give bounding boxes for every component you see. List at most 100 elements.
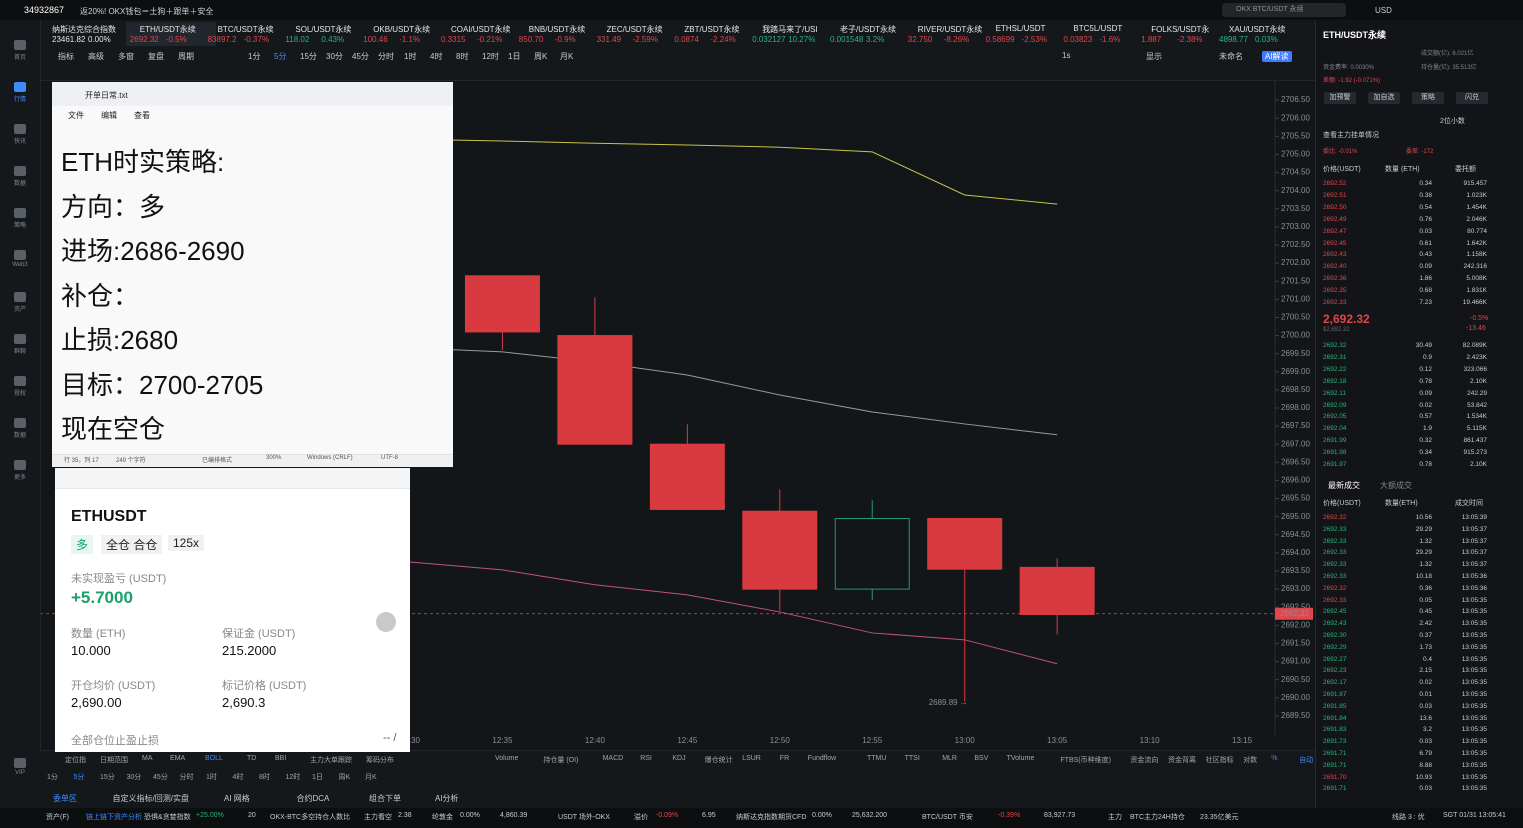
- account: 34932867: [24, 5, 65, 15]
- status-item: 25,632.200: [852, 812, 888, 819]
- sub-indicator: 社区指标: [1205, 757, 1234, 764]
- ticker-name: COAI/USDT永续: [451, 25, 511, 34]
- trade-cell: 0.03: [1419, 738, 1432, 746]
- bid-cell: 2692.09: [1323, 401, 1347, 409]
- notepad-menu: 查看: [134, 111, 150, 120]
- bottom-period: 1时: [206, 774, 217, 781]
- ticker-price: 0.03823: [1063, 35, 1093, 44]
- trade-cell: 13:05:35: [1461, 691, 1487, 698]
- notepad-line: 方向：多: [61, 191, 166, 222]
- status-item: 主力看空: [364, 814, 392, 821]
- ask-cell: 1.831K: [1466, 287, 1487, 295]
- ask-cell: 1.158K: [1466, 251, 1487, 259]
- notepad-line: 进场:2686-2690: [61, 236, 245, 266]
- ticker-name: 老子/USDT永续: [840, 25, 896, 34]
- trade-cell: 13:05:37: [1461, 525, 1487, 533]
- sub-indicator: TTSI: [904, 755, 920, 762]
- notepad-menu: 编辑: [101, 111, 117, 120]
- sidebar-icon: [14, 40, 26, 50]
- ticker-name: SOL/USDT永续: [295, 25, 352, 34]
- notepad-menu: 文件: [68, 111, 84, 120]
- ob-button: 加预警: [1324, 92, 1356, 104]
- trade-cell: 1.32: [1419, 561, 1432, 569]
- toolbar-item: 多窗: [118, 52, 134, 61]
- active-tab: [126, 22, 216, 46]
- notepad-status: 249 个字符: [116, 458, 146, 464]
- ask-cell: 0.03: [1419, 227, 1432, 235]
- ask-cell: 1.454K: [1466, 203, 1487, 211]
- ticker-change: -0.21%: [477, 35, 503, 44]
- y-tick-label: 2703.00: [1281, 222, 1310, 231]
- bid-cell: 0.57: [1419, 413, 1432, 421]
- bottom-tab: 合约DCA: [296, 794, 330, 803]
- bottom-period: 分时: [179, 774, 194, 781]
- status-item: 恐惧&贪婪指数: [144, 814, 191, 821]
- main-indicator: 主力大单跟踪: [310, 757, 352, 764]
- status-item: -0.39%: [998, 812, 1021, 819]
- y-tick-label: 2693.00: [1281, 584, 1310, 593]
- ob-button: 加自选: [1368, 92, 1400, 104]
- status-item: SGT 01/31 13:05:41: [1443, 812, 1506, 819]
- ask-cell: 915.457: [1463, 180, 1488, 187]
- trade-cell: 2691.70: [1323, 773, 1347, 781]
- sidebar-icon: [14, 418, 26, 428]
- notepad-titlebar: [52, 82, 453, 106]
- trade-cell: 2691.71: [1323, 750, 1347, 757]
- bottom-tab: AI分析: [435, 794, 459, 803]
- status-item: -0.09%: [656, 812, 679, 819]
- sub-indicator: TVolume: [1006, 755, 1035, 762]
- bottom-tab: 自定义指标/回测/实盘: [112, 794, 189, 803]
- status-bar: [0, 808, 1523, 828]
- bid-cell: 0.78: [1419, 461, 1432, 468]
- notepad-line: 止损:2680: [61, 325, 179, 355]
- toolbar-right: 未命名: [1219, 52, 1243, 61]
- sidebar-label: Web3: [12, 262, 28, 268]
- x-tick-label: 12:45: [677, 736, 698, 745]
- trade-cell: 13:05:37: [1461, 549, 1487, 557]
- field-label: 数量 (ETH): [71, 628, 126, 640]
- y-tick-label: 2692.00: [1281, 620, 1310, 629]
- ticker-change: -2.59%: [632, 35, 658, 44]
- sidebar-icon: [14, 334, 26, 344]
- trade-header: 成交时间: [1455, 500, 1483, 507]
- trade-cell: 2692.23: [1323, 667, 1347, 675]
- bid-cell: 2691.97: [1323, 461, 1347, 468]
- top-bar: [0, 0, 1523, 20]
- trade-cell: 2692.17: [1323, 679, 1347, 687]
- toolbar-item: 指标: [58, 52, 74, 61]
- next-button[interactable]: [376, 612, 396, 632]
- notepad-status: Windows (CRLF): [307, 455, 353, 461]
- ob-button: 闪兑: [1456, 92, 1488, 104]
- y-tick-label: 2702.00: [1281, 258, 1310, 267]
- pnl: +5.7000: [71, 588, 133, 607]
- y-tick-label: 2699.50: [1281, 349, 1310, 358]
- bid-cell: 2692.18: [1323, 377, 1347, 385]
- trade-cell: 10.18: [1415, 573, 1432, 580]
- bid-cell: 2.423K: [1466, 353, 1487, 361]
- bottom-period: 8时: [259, 774, 270, 781]
- period: 15分: [300, 52, 317, 61]
- status-item: 20: [248, 812, 256, 819]
- sub-indicator: BSV: [974, 755, 989, 762]
- y-tick-label: 2692.50: [1281, 602, 1310, 611]
- ask-cell: 2692.45: [1323, 239, 1347, 247]
- bid-cell: 0.32: [1419, 437, 1432, 445]
- bid-cell: 0.78: [1419, 377, 1432, 385]
- sidebar-label: 数据: [13, 181, 26, 187]
- ob-delta: 委差: -172: [1406, 149, 1434, 155]
- ticker-change: -1.1%: [399, 35, 421, 44]
- x-tick-label: 12:55: [862, 736, 883, 745]
- y-tick-label: 2690.00: [1281, 693, 1310, 702]
- y-tick-label: 2700.50: [1281, 313, 1310, 322]
- trade-tab: 大额成交: [1380, 481, 1412, 490]
- ob-main: 查看主力挂单情况: [1323, 132, 1379, 139]
- ticker-bar: [0, 20, 1315, 48]
- sidebar-icon: [14, 376, 26, 386]
- notepad-statusbar: [52, 454, 453, 467]
- trade-cell: 2691.84: [1323, 714, 1347, 722]
- ask-cell: 242.316: [1463, 263, 1488, 271]
- bid-cell: 53.842: [1467, 401, 1487, 409]
- y-tick-label: 2704.00: [1281, 186, 1310, 195]
- bottom-period: 周K: [338, 774, 351, 781]
- status-item: +25.00%: [196, 812, 224, 819]
